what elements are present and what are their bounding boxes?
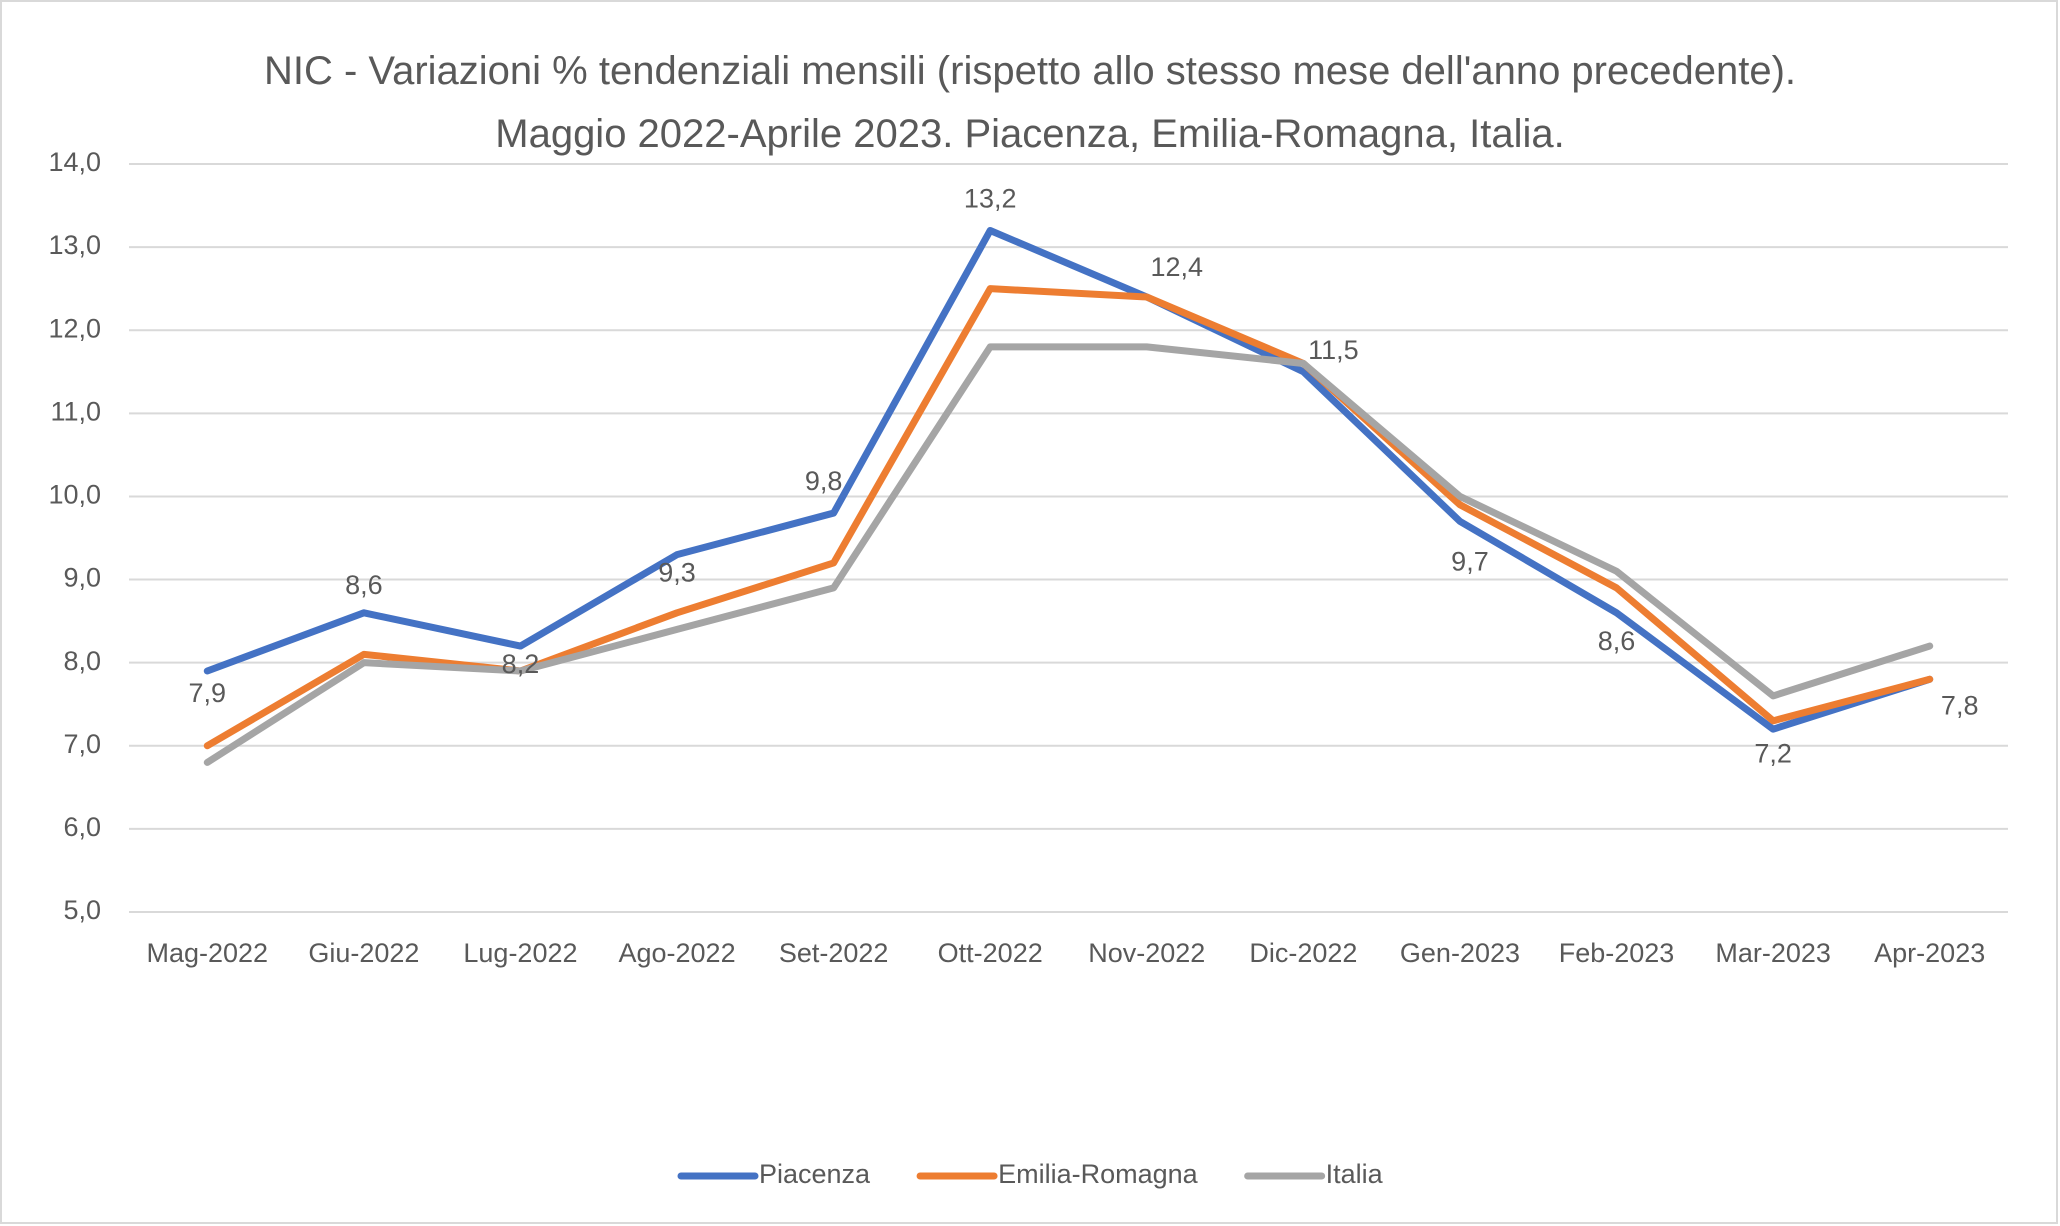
y-tick-label: 14,0 (48, 147, 101, 177)
x-tick-label: Giu-2022 (308, 938, 419, 968)
data-label: 9,8 (805, 466, 843, 496)
x-tick-label: Feb-2023 (1559, 938, 1675, 968)
data-label: 7,2 (1754, 738, 1792, 768)
data-label: 11,5 (1308, 335, 1359, 365)
data-label: 8,6 (1598, 626, 1636, 656)
x-tick-label: Gen-2023 (1400, 938, 1520, 968)
legend-label: Emilia-Romagna (998, 1159, 1199, 1189)
legend-label: Italia (1326, 1159, 1384, 1189)
y-tick-label: 10,0 (48, 480, 101, 510)
data-label: 8,2 (502, 649, 540, 679)
data-label: 9,3 (658, 558, 696, 588)
series-line (203, 226, 1934, 733)
data-label: 8,6 (345, 570, 383, 600)
x-tick-label: Dic-2022 (1249, 938, 1357, 968)
x-tick-label: Lug-2022 (463, 938, 577, 968)
x-tick-label: Mag-2022 (146, 938, 268, 968)
y-tick-label: 6,0 (63, 812, 101, 842)
y-tick-label: 13,0 (48, 230, 101, 260)
y-tick-label: 7,0 (63, 729, 101, 759)
y-tick-label: 12,0 (48, 313, 101, 343)
data-label: 7,9 (189, 678, 227, 708)
x-tick-label: Ago-2022 (618, 938, 735, 968)
data-label: 12,4 (1151, 252, 1204, 282)
y-tick-label: 8,0 (63, 646, 101, 676)
y-tick-label: 5,0 (63, 895, 101, 925)
series-line (203, 343, 1934, 766)
y-tick-label: 9,0 (63, 563, 101, 593)
x-tick-label: Set-2022 (779, 938, 889, 968)
x-tick-label: Mar-2023 (1715, 938, 1831, 968)
x-tick-label: Nov-2022 (1088, 938, 1205, 968)
data-label: 7,8 (1941, 690, 1979, 720)
chart-title: NIC - Variazioni % tendenziali mensili (… (263, 49, 1797, 156)
x-tick-label: Ott-2022 (938, 938, 1043, 968)
x-tick-label: Apr-2023 (1874, 938, 1985, 968)
data-label: 9,7 (1451, 547, 1489, 577)
y-tick-label: 11,0 (50, 396, 101, 426)
legend-label: Piacenza (759, 1159, 871, 1189)
data-label: 13,2 (964, 184, 1017, 214)
series-line (203, 285, 1934, 750)
